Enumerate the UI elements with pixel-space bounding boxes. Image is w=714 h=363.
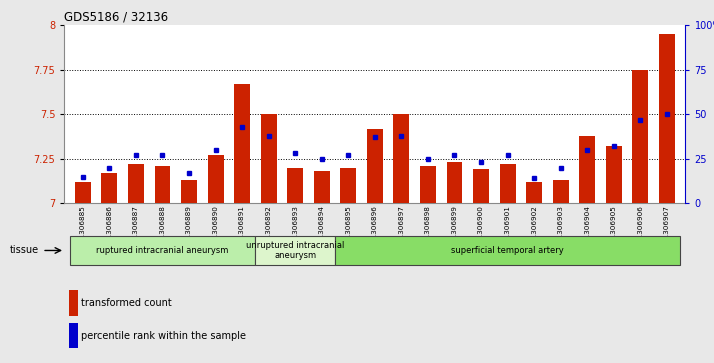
- Bar: [181, 180, 197, 203]
- Bar: [633, 70, 648, 203]
- Bar: [341, 168, 356, 203]
- Bar: [234, 84, 250, 203]
- Text: superficial temporal artery: superficial temporal artery: [451, 246, 564, 255]
- Bar: [659, 34, 675, 203]
- FancyBboxPatch shape: [256, 236, 335, 265]
- Text: tissue: tissue: [9, 245, 39, 256]
- Bar: [69, 323, 78, 348]
- Bar: [101, 173, 117, 203]
- Bar: [69, 290, 78, 316]
- Bar: [313, 171, 330, 203]
- Text: unruptured intracranial
aneurysm: unruptured intracranial aneurysm: [246, 241, 344, 260]
- Text: percentile rank within the sample: percentile rank within the sample: [81, 331, 246, 341]
- Bar: [553, 180, 568, 203]
- Bar: [420, 166, 436, 203]
- Bar: [154, 166, 171, 203]
- Bar: [500, 164, 516, 203]
- Bar: [579, 136, 595, 203]
- Bar: [526, 182, 542, 203]
- Bar: [128, 164, 144, 203]
- Bar: [208, 155, 223, 203]
- FancyBboxPatch shape: [69, 236, 256, 265]
- FancyBboxPatch shape: [335, 236, 680, 265]
- Text: ruptured intracranial aneurysm: ruptured intracranial aneurysm: [96, 246, 228, 255]
- Bar: [75, 182, 91, 203]
- Text: transformed count: transformed count: [81, 298, 171, 309]
- Text: GDS5186 / 32136: GDS5186 / 32136: [64, 11, 169, 24]
- Bar: [367, 129, 383, 203]
- Bar: [261, 114, 276, 203]
- Bar: [446, 162, 463, 203]
- Bar: [393, 114, 409, 203]
- Bar: [473, 170, 489, 203]
- Bar: [605, 146, 622, 203]
- Bar: [287, 168, 303, 203]
